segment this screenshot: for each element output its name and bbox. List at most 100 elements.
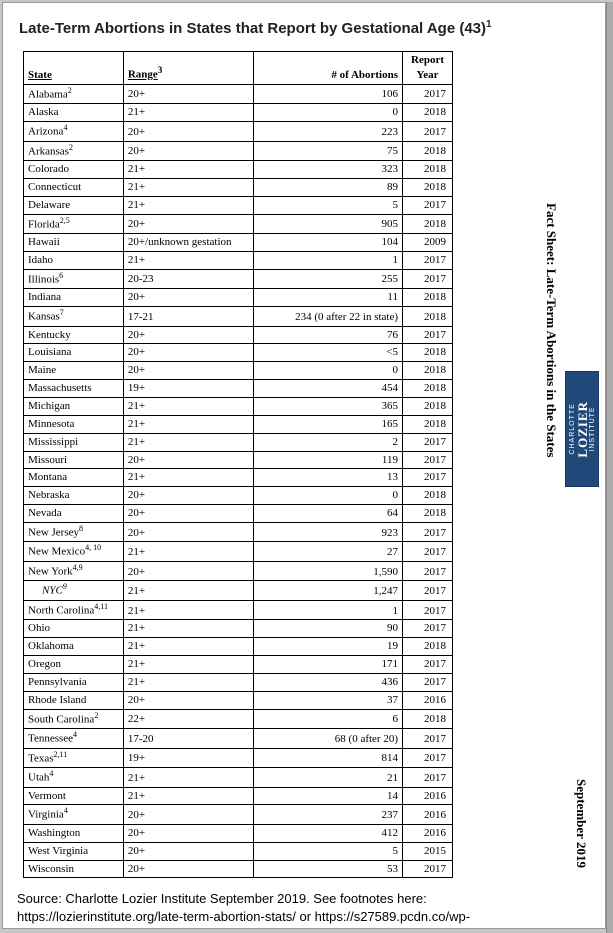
cell-abortions: 19 xyxy=(253,638,403,656)
cell-range: 21+ xyxy=(123,787,253,805)
cell-year: 2017 xyxy=(403,673,453,691)
table-row: New York4,920+1,5902017 xyxy=(24,561,453,581)
cell-abortions: 6 xyxy=(253,709,403,729)
cell-abortions: 89 xyxy=(253,178,403,196)
cell-state: Kansas7 xyxy=(24,307,124,327)
cell-state: Hawaii xyxy=(24,234,124,252)
cell-abortions: 365 xyxy=(253,397,403,415)
cell-year: 2018 xyxy=(403,415,453,433)
table-row: Utah421+212017 xyxy=(24,768,453,788)
table-row: Colorado21+3232018 xyxy=(24,161,453,179)
cell-abortions: 255 xyxy=(253,269,403,289)
cell-range: 20+ xyxy=(123,691,253,709)
cell-range: 22+ xyxy=(123,709,253,729)
cell-state: Alabama2 xyxy=(24,84,124,104)
cell-abortions: 234 (0 after 22 in state) xyxy=(253,307,403,327)
cell-range: 20+ xyxy=(123,451,253,469)
cell-year: 2017 xyxy=(403,581,453,601)
col-abortions: # of Abortions xyxy=(253,52,403,85)
date-label: September 2019 xyxy=(573,779,589,868)
cell-year: 2017 xyxy=(403,522,453,542)
cell-year: 2017 xyxy=(403,326,453,344)
cell-abortions: 5 xyxy=(253,842,403,860)
cell-abortions: 237 xyxy=(253,805,403,825)
cell-year: 2018 xyxy=(403,161,453,179)
table-row: Kentucky20+762017 xyxy=(24,326,453,344)
cell-range: 20+ xyxy=(123,805,253,825)
cell-state: Nebraska xyxy=(24,487,124,505)
title-sup: 1 xyxy=(486,19,492,30)
table-row: Montana21+132017 xyxy=(24,469,453,487)
cell-range: 21+ xyxy=(123,768,253,788)
cell-state: Illinois6 xyxy=(24,269,124,289)
cell-range: 20+ xyxy=(123,505,253,523)
cell-state: Ohio xyxy=(24,620,124,638)
cell-state: Washington xyxy=(24,824,124,842)
table-row: Washington20+4122016 xyxy=(24,824,453,842)
cell-state: South Carolina2 xyxy=(24,709,124,729)
col-year: Report Year xyxy=(403,52,453,85)
table-row: North Carolina4,1121+12017 xyxy=(24,600,453,620)
cell-range: 20+ xyxy=(123,84,253,104)
cell-state: Kentucky xyxy=(24,326,124,344)
cell-abortions: 76 xyxy=(253,326,403,344)
cell-year: 2017 xyxy=(403,860,453,878)
fact-sheet-label: Fact Sheet: Late-Term Abortions in the S… xyxy=(543,203,559,457)
table-row: New Jersey820+9232017 xyxy=(24,522,453,542)
cell-range: 17-21 xyxy=(123,307,253,327)
table-row: Nebraska20+02018 xyxy=(24,487,453,505)
cell-abortions: 0 xyxy=(253,487,403,505)
cell-year: 2017 xyxy=(403,469,453,487)
table-row: Nevada20+642018 xyxy=(24,505,453,523)
table-row: Alabama220+1062017 xyxy=(24,84,453,104)
cell-range: 21+ xyxy=(123,433,253,451)
cell-state: Mississippi xyxy=(24,433,124,451)
cell-range: 20+ xyxy=(123,487,253,505)
table-row: Texas2,1119+8142017 xyxy=(24,748,453,768)
cell-state: West Virginia xyxy=(24,842,124,860)
cell-abortions: 75 xyxy=(253,141,403,161)
cell-state: Pennsylvania xyxy=(24,673,124,691)
table-row: Oklahoma21+192018 xyxy=(24,638,453,656)
cell-state: North Carolina4,11 xyxy=(24,600,124,620)
cell-year: 2016 xyxy=(403,691,453,709)
cell-year: 2009 xyxy=(403,234,453,252)
cell-abortions: 814 xyxy=(253,748,403,768)
cell-range: 20+ xyxy=(123,344,253,362)
cell-state: New Jersey8 xyxy=(24,522,124,542)
cell-state: NYC9 xyxy=(24,581,124,601)
table-row: Kansas717-21234 (0 after 22 in state)201… xyxy=(24,307,453,327)
table-row: Arkansas220+752018 xyxy=(24,141,453,161)
cell-state: Virginia4 xyxy=(24,805,124,825)
cell-abortions: 37 xyxy=(253,691,403,709)
cell-abortions: 223 xyxy=(253,122,403,142)
cell-state: Montana xyxy=(24,469,124,487)
cell-abortions: 11 xyxy=(253,289,403,307)
cell-year: 2018 xyxy=(403,362,453,380)
table-row: Arizona420+2232017 xyxy=(24,122,453,142)
cell-year: 2017 xyxy=(403,768,453,788)
cell-abortions: 1 xyxy=(253,600,403,620)
cell-range: 20+ xyxy=(123,860,253,878)
cell-year: 2017 xyxy=(403,196,453,214)
cell-year: 2017 xyxy=(403,433,453,451)
cell-year: 2017 xyxy=(403,251,453,269)
cell-range: 20-23 xyxy=(123,269,253,289)
cell-range: 21+ xyxy=(123,581,253,601)
scrollbar-edge xyxy=(606,2,613,933)
cell-state: Texas2,11 xyxy=(24,748,124,768)
cell-year: 2018 xyxy=(403,505,453,523)
cell-abortions: 0 xyxy=(253,362,403,380)
cell-state: Oklahoma xyxy=(24,638,124,656)
cell-range: 17-20 xyxy=(123,729,253,749)
cell-range: 20+/unknown gestation xyxy=(123,234,253,252)
cell-range: 21+ xyxy=(123,656,253,674)
cell-state: Nevada xyxy=(24,505,124,523)
cell-state: Maine xyxy=(24,362,124,380)
cell-abortions: 1 xyxy=(253,251,403,269)
cell-state: Idaho xyxy=(24,251,124,269)
cell-abortions: 106 xyxy=(253,84,403,104)
table-row: Indiana20+112018 xyxy=(24,289,453,307)
cell-abortions: 119 xyxy=(253,451,403,469)
cell-range: 20+ xyxy=(123,561,253,581)
